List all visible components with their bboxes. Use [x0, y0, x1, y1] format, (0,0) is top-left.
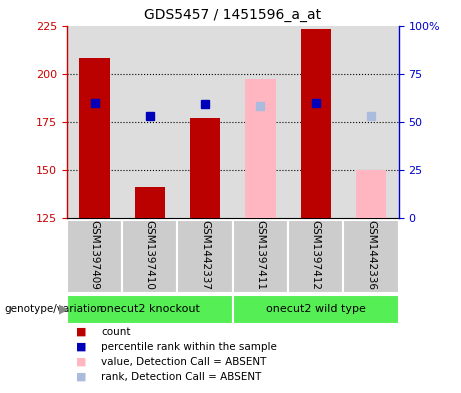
Bar	[67, 295, 233, 324]
Text: count: count	[101, 327, 131, 337]
Bar	[233, 295, 399, 324]
Text: value, Detection Call = ABSENT: value, Detection Call = ABSENT	[101, 357, 267, 367]
Bar	[245, 79, 276, 218]
Bar	[190, 118, 220, 218]
Text: percentile rank within the sample: percentile rank within the sample	[101, 342, 278, 352]
Bar	[356, 170, 386, 218]
Bar	[79, 58, 110, 218]
Bar	[288, 220, 343, 293]
Bar	[233, 220, 288, 293]
Bar	[177, 220, 233, 293]
Text: GSM1442336: GSM1442336	[366, 220, 376, 290]
Bar	[301, 29, 331, 218]
Bar	[122, 220, 177, 293]
Text: ■: ■	[76, 357, 87, 367]
Text: ■: ■	[76, 342, 87, 352]
Text: onecut2 wild type: onecut2 wild type	[266, 305, 366, 314]
Text: ▶: ▶	[59, 303, 69, 316]
Text: GSM1397411: GSM1397411	[255, 220, 266, 290]
Text: rank, Detection Call = ABSENT: rank, Detection Call = ABSENT	[101, 372, 262, 382]
Text: onecut2 knockout: onecut2 knockout	[100, 305, 200, 314]
Text: GSM1397410: GSM1397410	[145, 220, 155, 290]
Text: GSM1442337: GSM1442337	[200, 220, 210, 290]
Text: GSM1397409: GSM1397409	[89, 220, 100, 290]
Bar	[67, 220, 122, 293]
Bar	[343, 220, 399, 293]
Text: genotype/variation: genotype/variation	[5, 304, 104, 314]
Text: ■: ■	[76, 327, 87, 337]
Title: GDS5457 / 1451596_a_at: GDS5457 / 1451596_a_at	[144, 8, 321, 22]
Text: GSM1397412: GSM1397412	[311, 220, 321, 290]
Text: ■: ■	[76, 372, 87, 382]
Bar	[135, 187, 165, 218]
